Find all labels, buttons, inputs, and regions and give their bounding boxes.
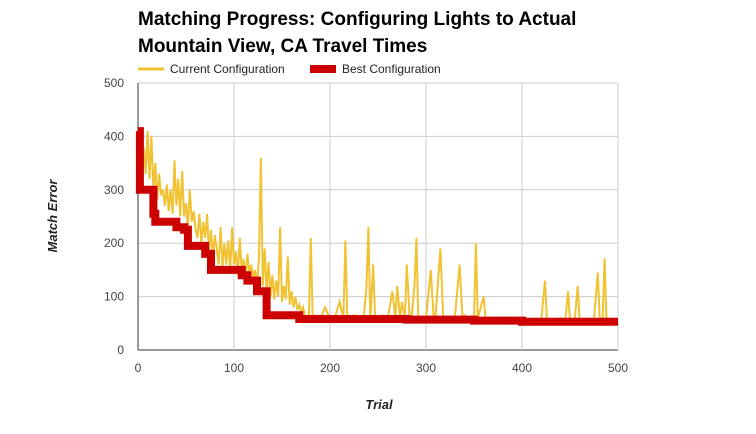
x-tick-label: 200: [320, 361, 340, 375]
legend-label-current: Current Configuration: [170, 62, 285, 76]
y-tick-label: 400: [104, 129, 124, 143]
legend-label-best: Best Configuration: [342, 62, 441, 76]
x-tick-label: 500: [608, 361, 628, 375]
x-tick-label: 100: [224, 361, 244, 375]
x-tick-label: 0: [135, 361, 142, 375]
x-tick-label: 300: [416, 361, 436, 375]
y-axis-title: Match Error: [45, 179, 60, 253]
chart-title-line-1: Matching Progress: Configuring Lights to…: [138, 9, 576, 30]
y-tick-label: 500: [104, 76, 124, 90]
series-line-current-configuration: [137, 131, 618, 323]
x-axis-title: Trial: [365, 397, 393, 412]
series-layer: [135, 127, 618, 326]
y-tick-label: 0: [117, 343, 124, 357]
y-tick-label: 100: [104, 290, 124, 304]
grid: [137, 82, 619, 351]
x-tick-label: 400: [512, 361, 532, 375]
y-tick-label: 200: [104, 236, 124, 250]
axes: 0 100 200 300 400 500 0 100 200 300 400 500: [104, 76, 628, 375]
y-tick-label: 300: [104, 183, 124, 197]
chart-title-line-2: Mountain View, CA Travel Times: [138, 36, 427, 57]
series-line-best-configuration: [135, 127, 618, 326]
legend: Current Configuration Best Configuration: [138, 62, 441, 76]
